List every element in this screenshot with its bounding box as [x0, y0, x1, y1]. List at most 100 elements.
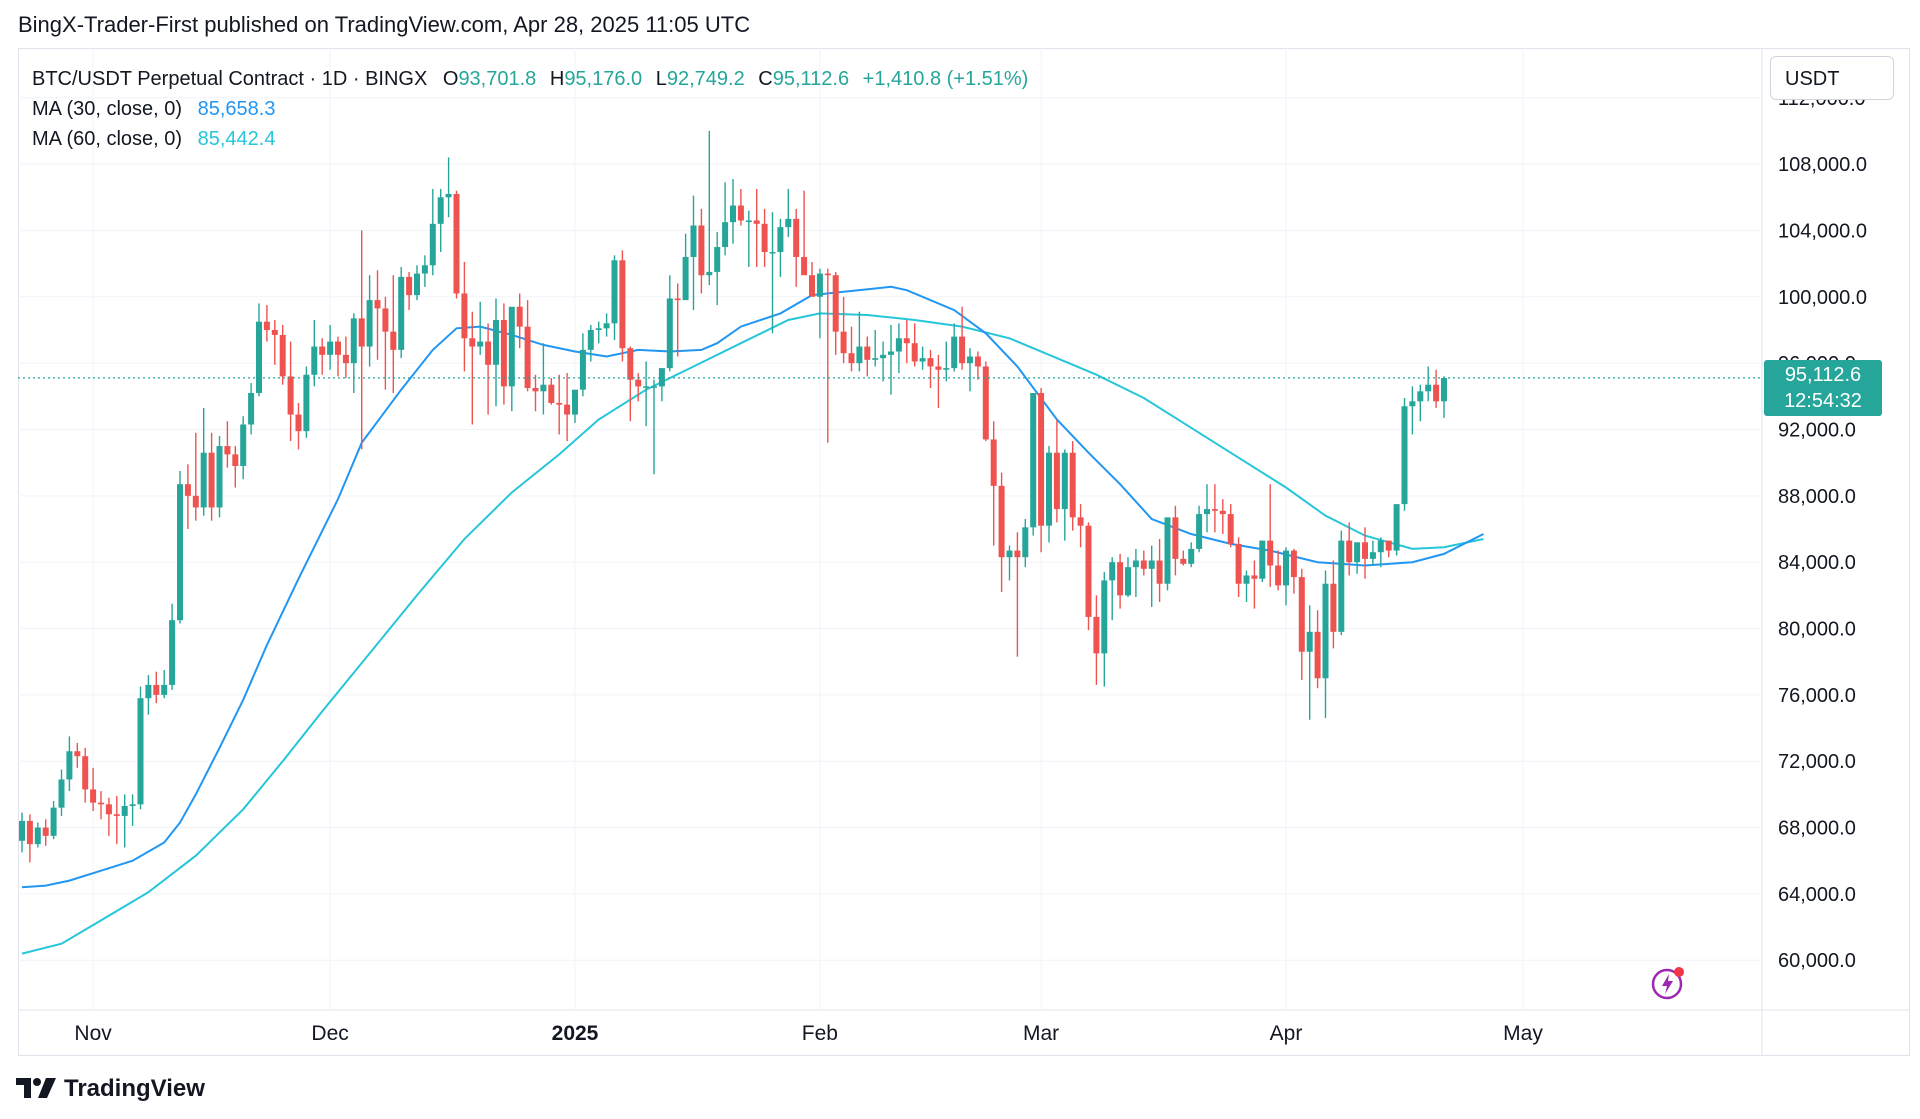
- candle-body: [769, 252, 776, 254]
- x-tick-label: Dec: [311, 1022, 348, 1045]
- candle-down: [809, 261, 815, 297]
- chart-frame: [18, 48, 1910, 1056]
- ma60-row[interactable]: MA (60, close, 0) 85,442.4: [32, 124, 1028, 154]
- candle-body: [1417, 391, 1424, 402]
- candle-body: [279, 334, 286, 377]
- candle-body: [516, 306, 523, 327]
- candle-down: [295, 402, 302, 450]
- candle-body: [635, 379, 642, 387]
- candle-body: [864, 346, 871, 360]
- candle-up: [327, 324, 334, 370]
- candle-up: [477, 301, 484, 355]
- current-price-value: 95,112.6: [1784, 363, 1862, 386]
- candle-up: [1369, 540, 1376, 566]
- candle-up: [19, 812, 25, 853]
- candle-up: [200, 407, 207, 516]
- candle-down: [556, 374, 563, 435]
- candle-up: [895, 323, 902, 374]
- lightning-icon[interactable]: [1650, 965, 1686, 1001]
- candle-up: [137, 686, 144, 810]
- candle-down: [564, 373, 571, 442]
- candle-up: [161, 669, 168, 699]
- candle-body: [437, 197, 444, 224]
- candle-up: [1125, 557, 1131, 598]
- candle-body: [295, 414, 302, 432]
- candle-up: [366, 275, 373, 367]
- ohlc-row: BTC/USDT Perpetual Contract · 1D · BINGX…: [32, 64, 1028, 94]
- candle-body: [1433, 384, 1440, 402]
- candle-body: [390, 331, 397, 350]
- candle-body: [698, 225, 705, 276]
- candle-body: [540, 384, 547, 392]
- candle-body: [753, 220, 760, 224]
- candle-down: [232, 446, 239, 488]
- candle-up: [1196, 505, 1203, 553]
- candle-down: [335, 336, 341, 377]
- candle-down: [1433, 369, 1440, 408]
- candle-down: [1053, 419, 1060, 523]
- candle-up: [256, 303, 262, 397]
- tradingview-logo[interactable]: TradingView: [16, 1075, 205, 1103]
- candle-down: [698, 208, 705, 294]
- candle-body: [1251, 575, 1258, 579]
- candle-body: [1409, 401, 1416, 407]
- candle-body: [722, 222, 729, 248]
- candle-down: [1235, 537, 1242, 598]
- candle-up: [611, 255, 618, 340]
- candle-down: [208, 432, 215, 521]
- candle-body: [1425, 384, 1432, 392]
- candle-down: [982, 361, 989, 442]
- candle-body: [643, 386, 650, 388]
- candle-up: [1006, 545, 1013, 581]
- candle-body: [1109, 562, 1116, 581]
- candle-down: [74, 742, 81, 768]
- candle-up: [429, 188, 436, 276]
- candle-body: [651, 386, 657, 388]
- candle-body: [342, 354, 349, 364]
- candle-down: [382, 296, 389, 390]
- candle-body: [564, 404, 571, 415]
- candle-up: [666, 275, 673, 372]
- publisher-line: BingX-Trader-First published on TradingV…: [18, 12, 751, 37]
- candle-body: [445, 193, 452, 198]
- candle-body: [287, 376, 294, 415]
- candle-up: [145, 674, 152, 715]
- candle-down: [832, 271, 839, 355]
- candle-body: [477, 341, 484, 347]
- candle-body: [579, 349, 586, 390]
- candle-up: [872, 329, 879, 367]
- candle-up: [414, 265, 420, 301]
- candle-down: [1077, 504, 1084, 548]
- candle-body: [982, 366, 989, 440]
- candle-body: [366, 300, 373, 347]
- currency-button[interactable]: USDT: [1770, 56, 1894, 100]
- candle-down: [548, 378, 555, 405]
- candle-down: [998, 472, 1005, 593]
- candle-body: [74, 751, 81, 757]
- candle-body: [1156, 560, 1163, 584]
- candle-body: [414, 273, 420, 296]
- symbol-title[interactable]: BTC/USDT Perpetual Contract · 1D · BINGX: [32, 68, 428, 90]
- candle-up: [1046, 446, 1052, 543]
- candle-up: [1243, 570, 1250, 602]
- candle-body: [1093, 616, 1100, 654]
- candle-body: [556, 402, 563, 405]
- candle-body: [572, 389, 578, 415]
- candle-body: [761, 223, 768, 253]
- candle-down: [903, 320, 910, 364]
- candle-body: [967, 356, 973, 364]
- candle-down: [500, 303, 507, 405]
- candle-body: [1211, 509, 1218, 511]
- candle-body: [1069, 452, 1076, 518]
- candle-body: [848, 353, 855, 364]
- ma30-label: MA (30, close, 0): [32, 98, 183, 120]
- ma30-row[interactable]: MA (30, close, 0) 85,658.3: [32, 94, 1028, 124]
- close-label: C: [758, 68, 773, 90]
- candle-down: [390, 275, 397, 393]
- candle-down: [184, 464, 191, 529]
- candle-body: [1330, 583, 1337, 632]
- x-tick-label: 2025: [552, 1022, 599, 1045]
- candle-body: [1369, 552, 1376, 559]
- tradingview-brand: TradingView: [64, 1075, 205, 1102]
